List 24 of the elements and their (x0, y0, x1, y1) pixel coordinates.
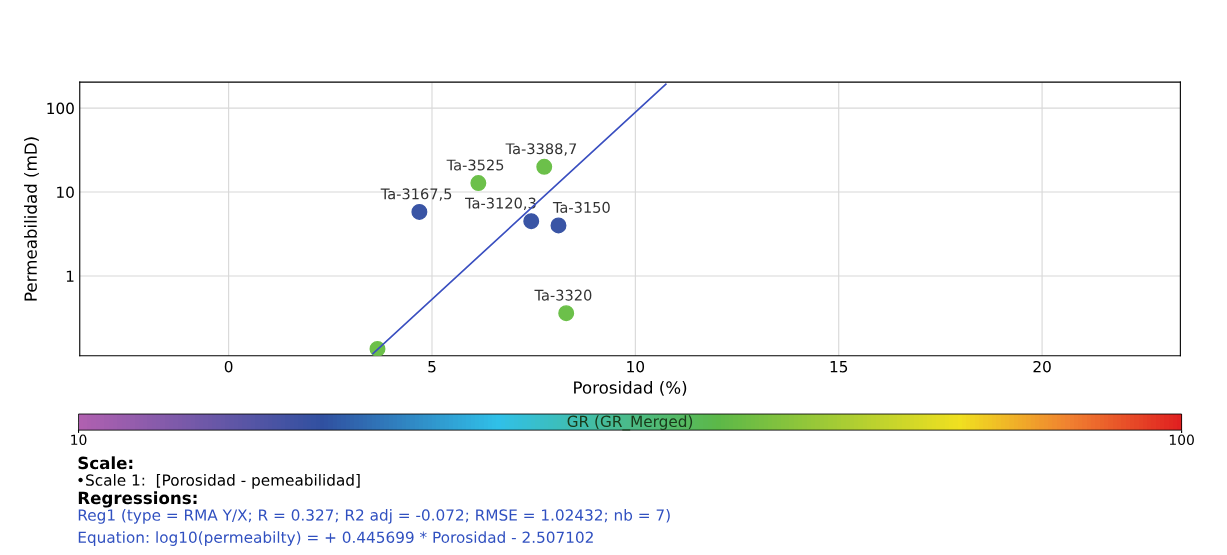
x-tick-label: 5 (428, 361, 436, 373)
y-tick-label: 1 (66, 270, 74, 282)
y-tick-label: 10 (57, 186, 74, 199)
annotation: Ta-3120,3 (465, 197, 536, 211)
annotation: Ta-3525 (446, 159, 504, 171)
y-tick-label: 100 (47, 102, 74, 115)
annotation: Ta-3167,5 (380, 188, 452, 201)
x-axis-title: Porosidad (%) (574, 380, 687, 396)
annotation: Ta-3150 (552, 201, 610, 213)
text: •Scale 1: [Porosidad - pemeabilidad] (78, 474, 360, 489)
x-tick-label: 0 (224, 360, 233, 373)
color-bar-label: 100 (1169, 434, 1194, 446)
annotation: Ta-3388,7 (505, 143, 577, 156)
color-bar-title: GR (GR_Merged) (567, 415, 693, 431)
x-tick-label: 10 (627, 360, 645, 373)
x-tick-label: 15 (830, 361, 848, 373)
annotation: Ta-3320 (534, 289, 592, 301)
y-axis-title: Permeabilidad (mD) (24, 137, 39, 301)
text: Reg1 (type = RMA Y/X; R = 0.327; R2 adj = -0.072; RMSE = 1.02432; nb = 7) (78, 508, 670, 524)
x-tick-label: 20 (1033, 360, 1051, 373)
color-bar-label: 10 (71, 434, 87, 446)
text: Regressions: (78, 491, 197, 508)
text: Scale: (78, 456, 133, 470)
text: Equation: log10(permeabilty) = + 0.445699 * Porosidad - 2.507102 (78, 531, 593, 546)
